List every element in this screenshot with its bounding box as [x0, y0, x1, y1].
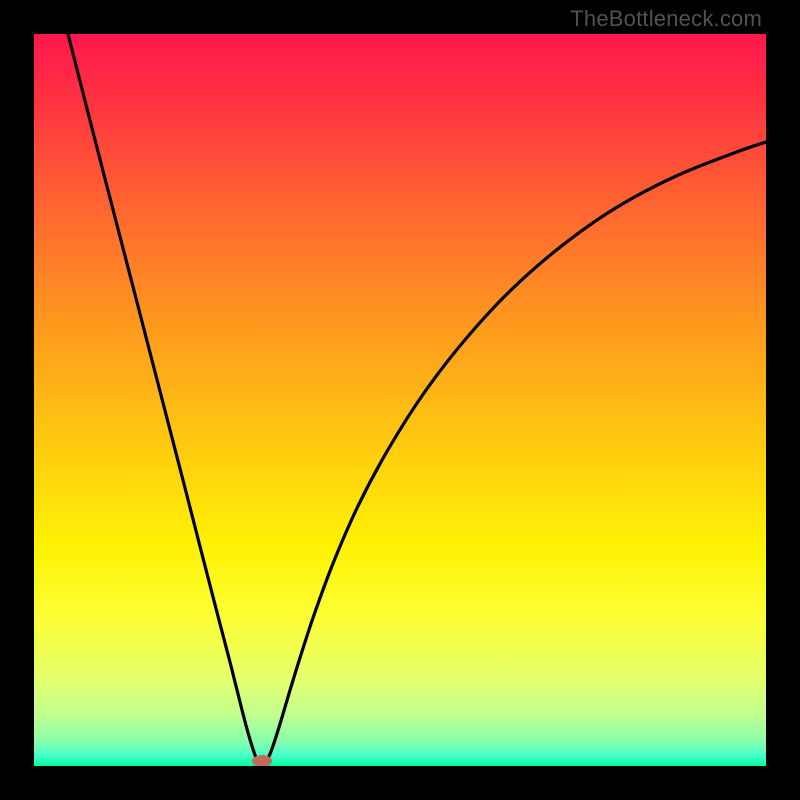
chart-frame: TheBottleneck.com [0, 0, 800, 800]
frame-border-bottom [0, 766, 800, 800]
plot-svg [34, 34, 766, 766]
frame-border-right [766, 0, 800, 800]
frame-border-left [0, 0, 34, 800]
plot-area [34, 34, 766, 766]
watermark-text: TheBottleneck.com [570, 6, 762, 32]
gradient-background [34, 34, 766, 766]
